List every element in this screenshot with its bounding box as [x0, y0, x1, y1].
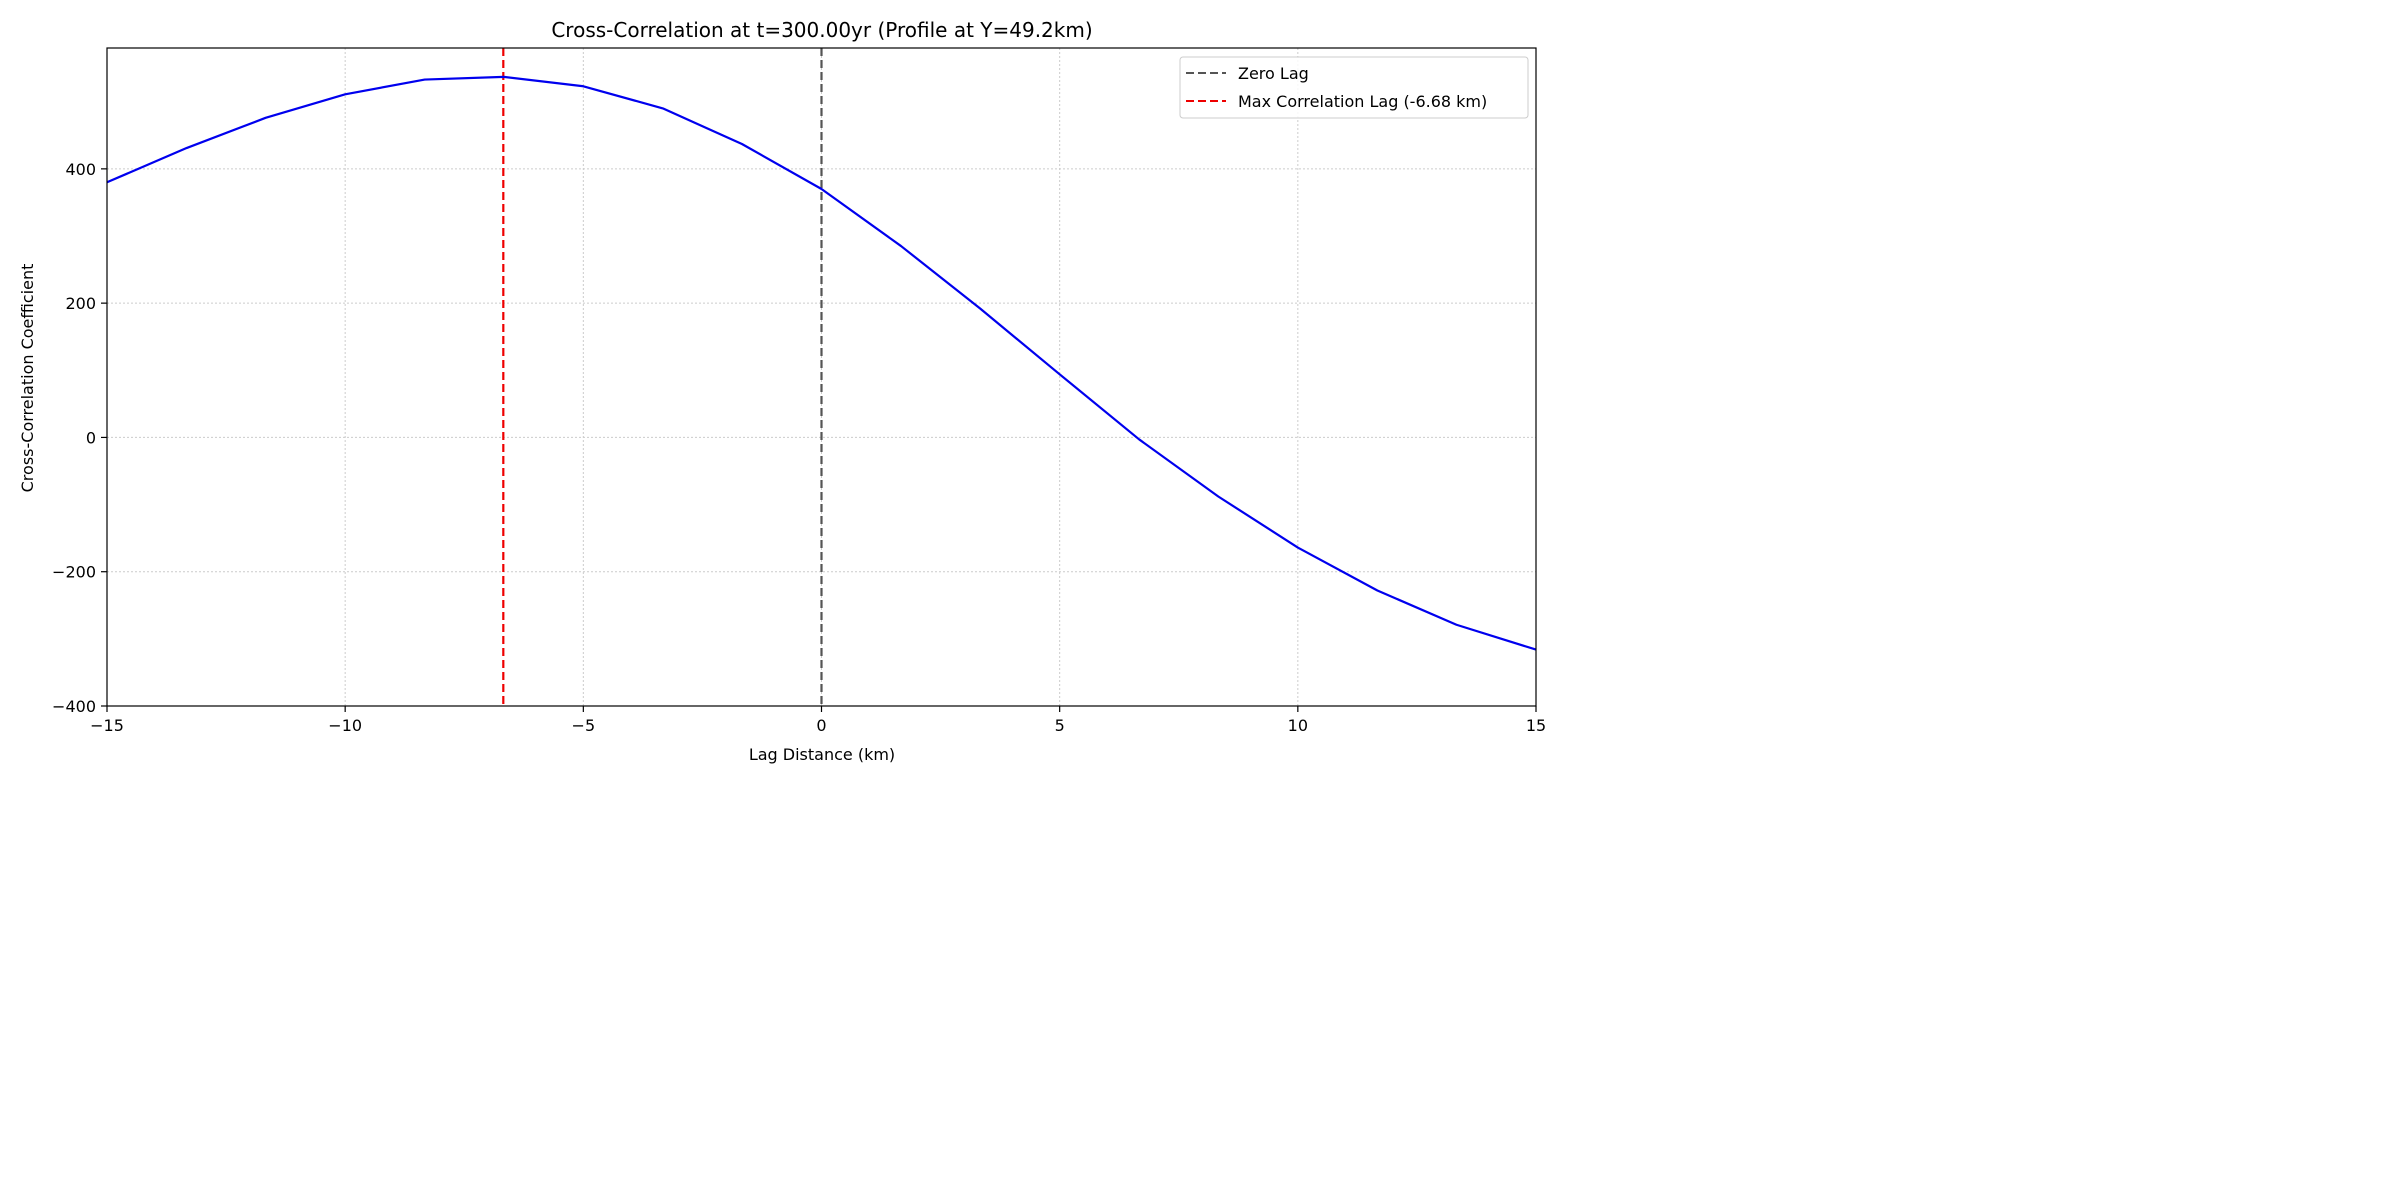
cross-correlation-series-line: [106, 75, 1537, 651]
legend: Zero Lag Max Correlation Lag (-6.68 km): [1179, 56, 1529, 119]
x-tick-label: 0: [816, 716, 826, 735]
axis-ticks: −15 −10 −5 0 5 10 15 −400 −200 0 200 400: [52, 160, 1546, 735]
x-tick-label: 5: [1055, 716, 1065, 735]
y-tick-label: 200: [65, 294, 96, 313]
x-axis-title: Lag Distance (km): [749, 745, 895, 764]
x-tick-label: −5: [572, 716, 596, 735]
legend-label-zero-lag: Zero Lag: [1238, 64, 1309, 83]
legend-box: [1179, 56, 1529, 119]
x-tick-label: −10: [328, 716, 362, 735]
y-tick-label: −200: [52, 563, 96, 582]
cross-correlation-chart: Cross-Correlation at t=300.00yr (Profile…: [18, 18, 1546, 764]
x-tick-label: 10: [1288, 716, 1308, 735]
x-tick-label: 15: [1526, 716, 1546, 735]
plot-data: [106, 48, 1537, 706]
y-axis-title: Cross-Correlation Coefficient: [18, 264, 37, 493]
chart-title: Cross-Correlation at t=300.00yr (Profile…: [551, 18, 1092, 42]
x-tick-label: −15: [90, 716, 124, 735]
y-tick-label: 400: [65, 160, 96, 179]
legend-label-max-correlation-lag: Max Correlation Lag (-6.68 km): [1238, 92, 1487, 111]
y-tick-label: −400: [52, 697, 96, 716]
y-tick-label: 0: [86, 428, 96, 447]
